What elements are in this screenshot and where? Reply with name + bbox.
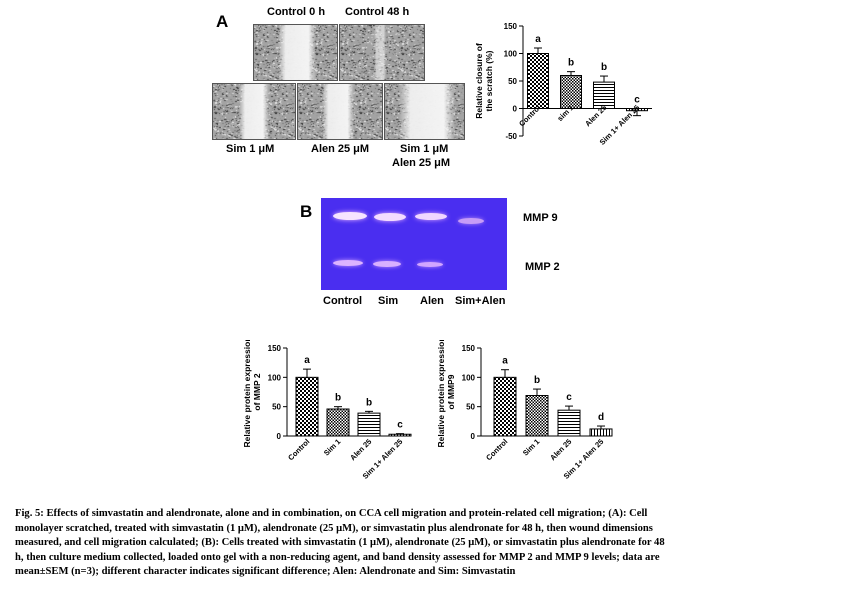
micrograph-control-0h xyxy=(253,24,338,81)
label-alen: Alen 25 μM xyxy=(311,143,370,155)
y-tick-label: 150 xyxy=(268,344,282,353)
micrograph-alen xyxy=(297,83,383,140)
bar xyxy=(357,412,381,437)
bar xyxy=(493,376,517,437)
chart-mmp9: 0 50 100 150 Relative protein expression of M… xyxy=(436,340,613,481)
y-tick-label: -50 xyxy=(505,132,517,141)
label-sim: Sim 1 μM xyxy=(226,143,275,155)
y-tick-label: 100 xyxy=(268,373,282,382)
y-axis-label: Relative protein expression xyxy=(436,340,446,448)
lane-label-control: Control xyxy=(323,295,363,307)
label-control-0h: Control 0 h xyxy=(267,6,326,18)
x-tick-label: Alen 25 xyxy=(548,437,573,462)
caption-line: h, then culture medium collected, loaded… xyxy=(15,551,660,563)
significance-letter: c xyxy=(634,95,640,106)
y-tick-label: 150 xyxy=(462,344,476,353)
panel-a-label: A xyxy=(216,12,229,31)
y-tick-label: 0 xyxy=(513,105,518,114)
significance-letter: a xyxy=(304,355,310,366)
y-tick-label: 150 xyxy=(504,22,518,31)
panel-b-label: B xyxy=(300,202,313,221)
bar xyxy=(589,428,613,437)
y-tick-label: 100 xyxy=(462,373,476,382)
y-tick-label: 0 xyxy=(277,432,282,441)
y-axis-label: of MMP9 xyxy=(446,374,456,409)
chart-mmp2: 0 50 100 150 Relative protein expression of M… xyxy=(242,340,412,481)
y-axis-label: Relative closure of xyxy=(474,43,484,119)
lane-label-sim: Sim xyxy=(378,295,399,307)
band-label-mmp9: MMP 9 xyxy=(523,212,558,224)
zymography-gel xyxy=(321,198,507,290)
significance-letter: a xyxy=(502,356,508,367)
bar xyxy=(557,409,581,437)
y-axis-label: of MMP 2 xyxy=(252,373,262,410)
x-tick-label: Control xyxy=(286,437,311,462)
significance-letter: d xyxy=(598,412,604,423)
significance-letter: a xyxy=(535,34,541,45)
lane-label-sim-alen: Sim+Alen xyxy=(455,295,506,307)
significance-letter: b xyxy=(335,393,341,404)
significance-letter: c xyxy=(566,392,572,403)
x-tick-label: Alen 25 xyxy=(348,437,373,462)
label-combo-line2: Alen 25 μM xyxy=(392,157,451,169)
band-mmp9-control xyxy=(333,212,367,220)
figure-caption: Fig. 5: Effects of simvastatin and alend… xyxy=(15,507,825,580)
bar xyxy=(525,395,549,437)
y-axis-label: Relative protein expression xyxy=(242,340,252,448)
y-tick-label: 50 xyxy=(272,403,281,412)
significance-letter: b xyxy=(534,375,540,386)
chart-scratch-closure: -50 0 50 100 150 Relative closure of the scrat… xyxy=(474,22,652,147)
x-tick-label: Sim 1 xyxy=(322,437,343,458)
y-axis-label: the scratch (%) xyxy=(484,50,494,111)
y-tick-label: 50 xyxy=(466,403,475,412)
y-tick-label: 100 xyxy=(504,50,518,59)
y-tick-label: 0 xyxy=(471,432,476,441)
band-mmp2-control xyxy=(333,260,363,266)
x-tick-label: Sim 1 xyxy=(521,437,542,458)
significance-letter: b xyxy=(601,62,607,73)
significance-letter: c xyxy=(397,420,403,431)
micrograph-control-48h xyxy=(339,24,425,81)
micrograph-sim-alen xyxy=(384,83,465,140)
band-mmp9-sim-alen xyxy=(458,218,484,224)
bar xyxy=(593,81,615,109)
band-label-mmp2: MMP 2 xyxy=(525,261,560,273)
band-mmp2-sim xyxy=(373,261,401,267)
band-mmp9-alen xyxy=(415,213,447,220)
micrograph-sim xyxy=(212,83,296,140)
significance-letter: b xyxy=(568,58,574,69)
label-combo-line1: Sim 1 μM xyxy=(400,143,449,155)
caption-line: mean±SEM (n=3); different character indi… xyxy=(15,566,516,578)
lane-label-alen: Alen xyxy=(420,295,444,307)
band-mmp9-sim xyxy=(374,213,406,221)
bar xyxy=(560,75,582,109)
band-mmp2-alen xyxy=(417,262,443,267)
significance-letter: b xyxy=(366,397,372,408)
bar xyxy=(388,433,412,437)
caption-line: monolayer scratched, treated with simvas… xyxy=(15,522,653,534)
caption-line: measured, and cell migration calculated;… xyxy=(15,537,665,549)
bar xyxy=(295,376,319,437)
x-tick-label: Control xyxy=(484,437,509,462)
bar xyxy=(326,408,350,437)
bar xyxy=(527,53,549,109)
caption-line: Fig. 5: Effects of simvastatin and alend… xyxy=(15,508,648,519)
label-control-48h: Control 48 h xyxy=(345,6,410,18)
y-tick-label: 50 xyxy=(508,77,517,86)
